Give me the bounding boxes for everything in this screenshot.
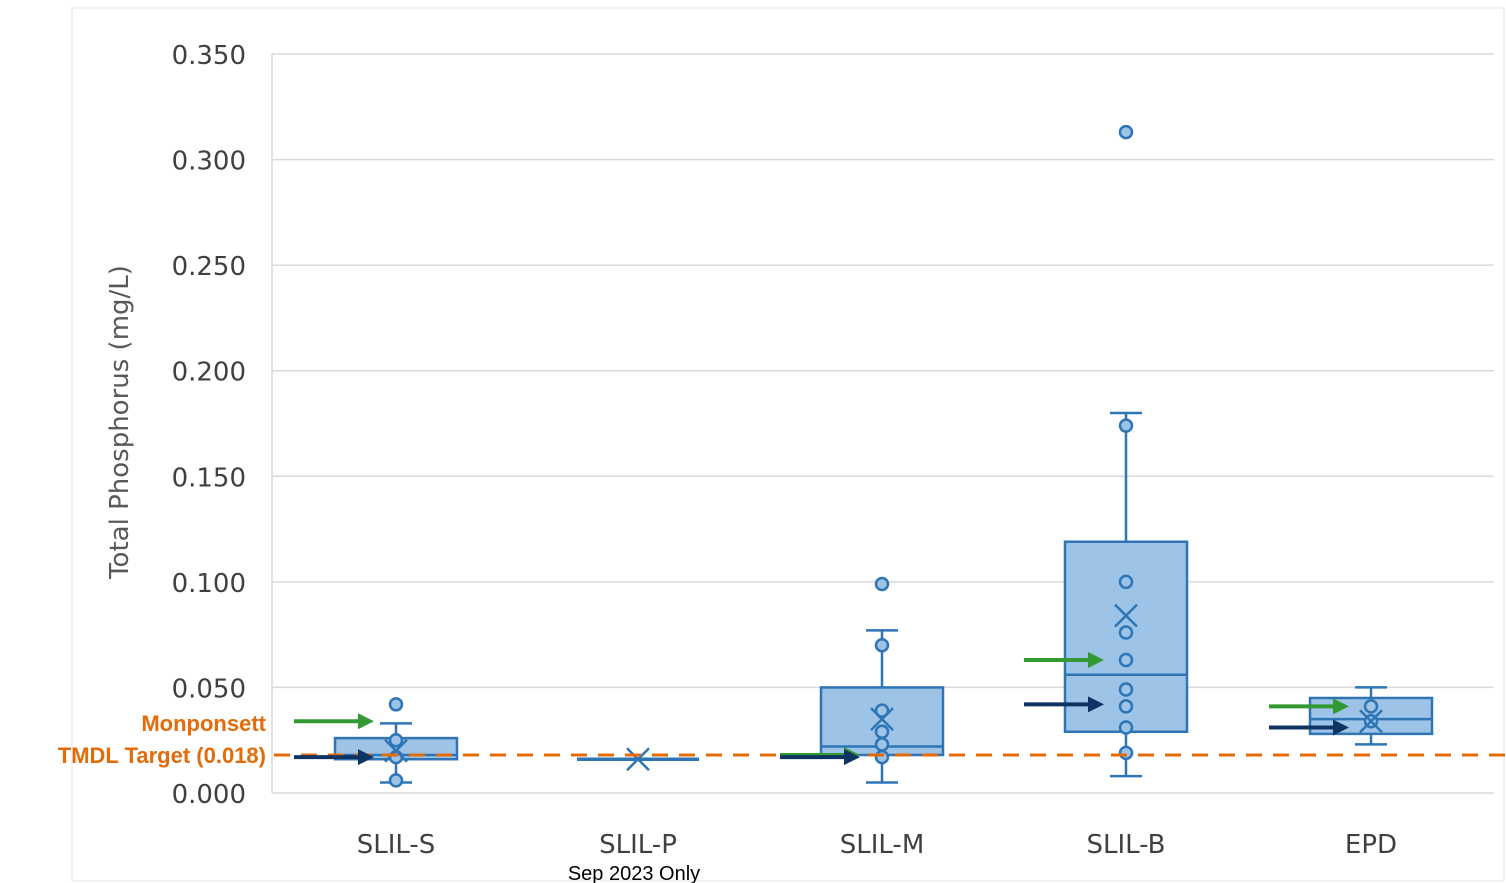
tmdl-target-label: TMDL Target (0.018)	[58, 743, 266, 768]
y-tick-label: 0.050	[172, 674, 246, 704]
mean-marker	[870, 707, 894, 731]
mean-marker	[384, 738, 408, 763]
x-category-label: SLIL-M	[840, 830, 925, 860]
data-point	[1118, 574, 1134, 590]
y-tick-label: 0.150	[172, 463, 246, 493]
data-point	[874, 724, 890, 740]
mean-marker	[1114, 603, 1138, 628]
navy-arrow-head	[844, 749, 860, 766]
y-tick-label: 0.000	[172, 780, 246, 810]
data-point	[874, 703, 890, 718]
x-category-label: EPD	[1345, 830, 1397, 860]
data-point	[1118, 682, 1134, 697]
data-point	[874, 737, 890, 752]
y-tick-label: 0.250	[172, 252, 246, 282]
box-epd	[1308, 686, 1434, 746]
data-point	[388, 732, 404, 748]
y-tick-label: 0.350	[172, 41, 246, 71]
data-point	[1118, 699, 1134, 714]
navy-arrow-head	[1333, 719, 1349, 736]
data-point	[874, 637, 890, 653]
x-category-label: SLIL-P	[599, 830, 677, 860]
sep-2023-note: Sep 2023 Only	[568, 863, 700, 883]
green-arrow-head	[1333, 698, 1349, 715]
y-tick-label: 0.200	[172, 358, 246, 388]
y-tick-label: 0.300	[172, 147, 246, 177]
data-point	[874, 749, 890, 765]
mean-marker	[626, 747, 650, 772]
data-point	[1118, 124, 1134, 140]
data-point	[1363, 699, 1379, 714]
navy-arrow-head	[1088, 696, 1104, 713]
box-slil-s	[333, 697, 459, 788]
data-point	[1118, 652, 1134, 668]
data-point	[1118, 418, 1134, 433]
y-tick-label: 0.100	[172, 569, 246, 599]
data-point	[1118, 720, 1134, 735]
navy-arrow-head	[358, 749, 374, 766]
data-point	[388, 697, 404, 712]
green-arrow-head	[1088, 651, 1104, 668]
box-slil-m	[819, 576, 945, 784]
data-point	[1118, 745, 1134, 761]
data-point	[388, 749, 404, 765]
x-category-label: SLIL-S	[357, 830, 436, 860]
x-category-label: SLIL-B	[1087, 830, 1166, 860]
box-slil-b	[1063, 124, 1189, 778]
mean-marker	[1359, 709, 1383, 734]
data-point	[874, 576, 890, 592]
data-point	[388, 773, 404, 788]
chart-frame	[71, 7, 1505, 882]
y-axis-title: Total Phosphorus (mg/L)	[105, 265, 135, 580]
monponsett-label: Monponsett	[141, 711, 266, 736]
box-slil-p	[577, 747, 699, 772]
green-arrow-head	[358, 713, 374, 730]
data-point	[1118, 625, 1134, 640]
